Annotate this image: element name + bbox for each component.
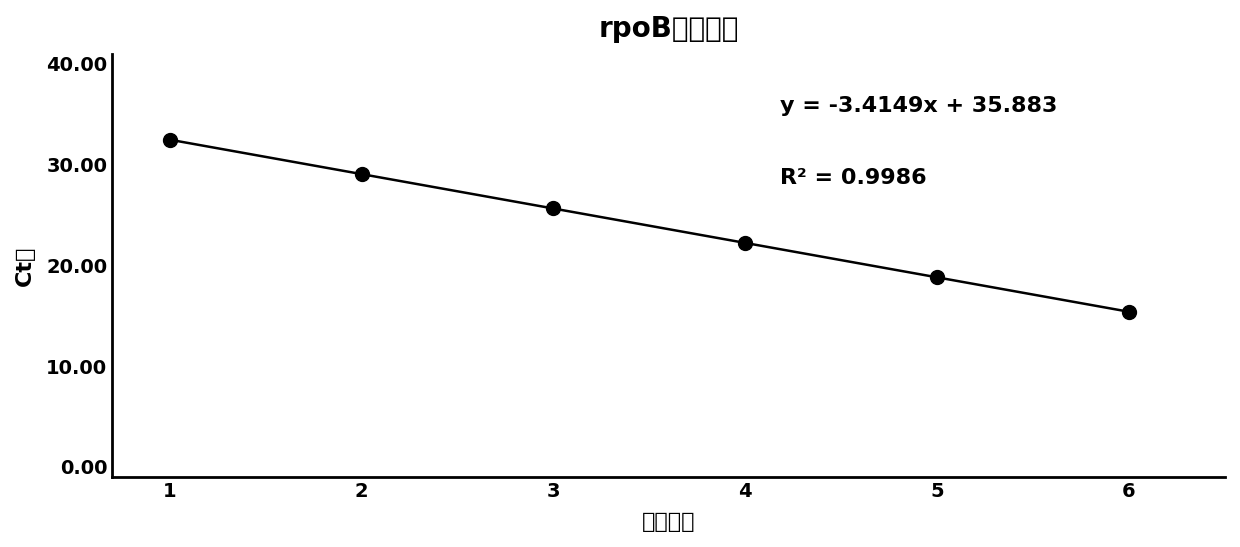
Text: y = -3.4149x + 35.883: y = -3.4149x + 35.883 — [780, 96, 1058, 116]
X-axis label: 浓度梯度: 浓度梯度 — [642, 512, 696, 532]
Point — [543, 204, 563, 213]
Point — [352, 170, 372, 178]
Point — [1120, 307, 1140, 316]
Point — [160, 135, 180, 144]
Y-axis label: Ct値: Ct値 — [15, 245, 35, 286]
Text: R² = 0.9986: R² = 0.9986 — [780, 168, 926, 188]
Title: rpoB基因引物: rpoB基因引物 — [599, 15, 739, 43]
Point — [928, 273, 947, 282]
Point — [735, 238, 755, 247]
